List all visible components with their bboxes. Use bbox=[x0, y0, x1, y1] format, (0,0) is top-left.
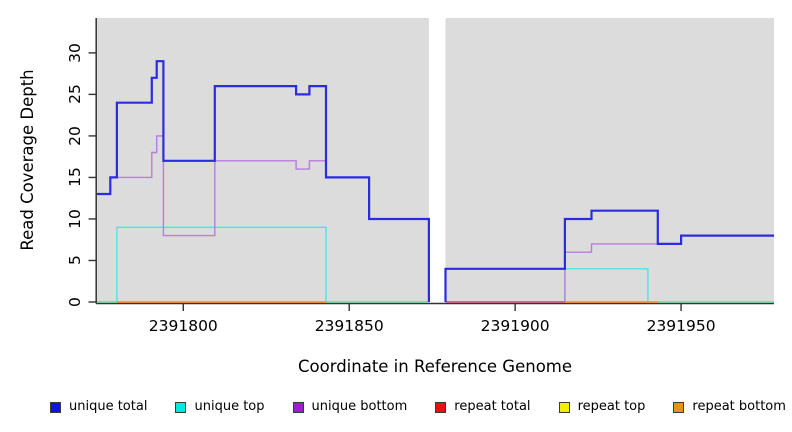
unique-bottom-swatch-icon bbox=[292, 401, 304, 413]
y-axis-title: Read Coverage Depth bbox=[18, 69, 37, 251]
series-line-unique-total bbox=[97, 60, 430, 302]
y-tick-label: 10 bbox=[66, 209, 84, 229]
x-tick-label: 2391850 bbox=[314, 317, 384, 335]
legend-label: unique total bbox=[69, 399, 148, 414]
legend-label: repeat total bbox=[454, 399, 531, 414]
axis-lines bbox=[95, 18, 774, 305]
legend-label: unique top bbox=[194, 399, 265, 414]
series-line-unique-total bbox=[444, 209, 774, 302]
x-tick-label: 2391950 bbox=[646, 317, 716, 335]
repeat-top-swatch-icon bbox=[558, 401, 570, 413]
repeat-total-swatch-icon bbox=[435, 401, 447, 413]
unique-top-swatch-icon bbox=[175, 401, 187, 413]
y-tick-label: 20 bbox=[66, 126, 84, 146]
legend-label: repeat bottom bbox=[692, 399, 786, 414]
legend-label: unique bottom bbox=[311, 399, 408, 414]
legend-item-unique-top: unique top bbox=[175, 399, 265, 415]
y-tick-label: 5 bbox=[66, 255, 84, 266]
legend-item-unique-bottom: unique bottom bbox=[292, 399, 408, 415]
legend-item-unique-total: unique total bbox=[50, 399, 147, 415]
y-tick-label: 25 bbox=[66, 84, 84, 105]
unique-total-swatch-icon bbox=[50, 401, 61, 413]
y-tick-label: 0 bbox=[66, 297, 84, 307]
y-tick-label: 30 bbox=[66, 43, 84, 63]
chart-legend: unique total unique top unique bottom repea… bbox=[50, 398, 786, 416]
x-tick-label: 2391900 bbox=[480, 317, 550, 335]
coverage-gap-band bbox=[428, 18, 446, 304]
repeat-bottom-swatch-icon bbox=[673, 401, 685, 413]
legend-item-repeat-bottom: repeat bottom bbox=[673, 399, 786, 415]
legend-label: repeat top bbox=[577, 399, 646, 414]
x-axis-title: Coordinate in Reference Genome bbox=[297, 357, 573, 376]
legend-item-repeat-top: repeat top bbox=[558, 399, 646, 415]
y-tick-label: 15 bbox=[66, 167, 84, 188]
legend-item-repeat-total: repeat total bbox=[435, 399, 531, 415]
x-tick-label: 2391800 bbox=[148, 317, 218, 335]
